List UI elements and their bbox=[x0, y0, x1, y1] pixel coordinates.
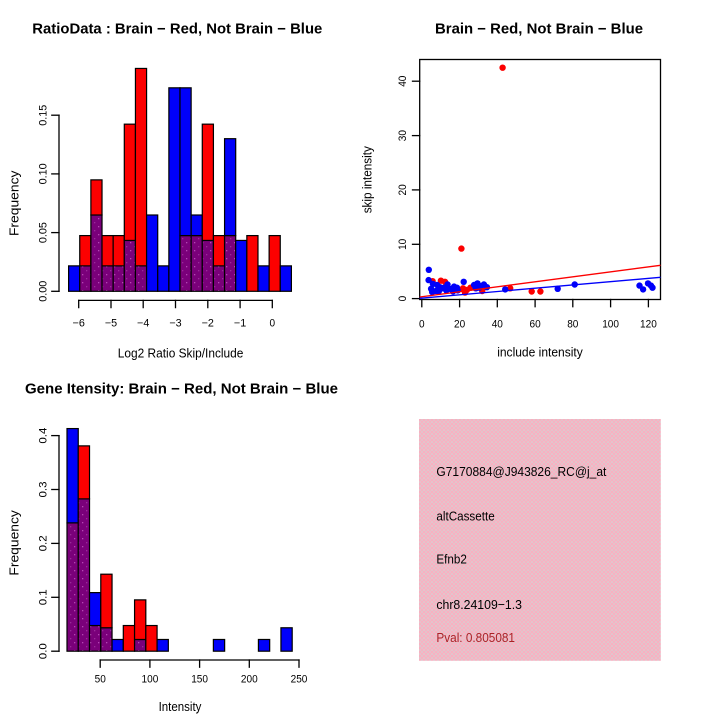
svg-text:G7170884@J943826_RC@j_at: G7170884@J943826_RC@j_at bbox=[436, 464, 606, 479]
svg-text:0.10: 0.10 bbox=[38, 163, 50, 184]
svg-text:Frequency: Frequency bbox=[6, 170, 21, 236]
svg-text:−2: −2 bbox=[202, 318, 214, 330]
svg-text:−6: −6 bbox=[73, 318, 85, 330]
svg-text:Intensity: Intensity bbox=[159, 699, 202, 714]
svg-text:0.1: 0.1 bbox=[38, 589, 50, 605]
svg-text:0.4: 0.4 bbox=[38, 427, 50, 443]
svg-text:−5: −5 bbox=[105, 318, 117, 330]
svg-text:120: 120 bbox=[640, 318, 657, 330]
svg-text:altCassette: altCassette bbox=[436, 508, 494, 523]
svg-text:0.3: 0.3 bbox=[38, 481, 50, 497]
svg-text:0.05: 0.05 bbox=[38, 222, 50, 243]
svg-text:Efnb2: Efnb2 bbox=[436, 551, 467, 566]
svg-text:Pval: 0.805081: Pval: 0.805081 bbox=[436, 630, 515, 645]
svg-text:0.0: 0.0 bbox=[38, 643, 50, 659]
svg-text:10: 10 bbox=[397, 239, 409, 250]
svg-text:20: 20 bbox=[454, 318, 465, 330]
svg-text:150: 150 bbox=[191, 674, 208, 686]
svg-text:0: 0 bbox=[270, 318, 276, 330]
svg-text:include intensity: include intensity bbox=[497, 345, 583, 360]
svg-text:0.15: 0.15 bbox=[38, 105, 50, 126]
svg-text:30: 30 bbox=[397, 130, 409, 141]
svg-text:40: 40 bbox=[492, 318, 503, 330]
svg-text:−4: −4 bbox=[137, 318, 149, 330]
svg-text:250: 250 bbox=[291, 674, 308, 686]
svg-text:80: 80 bbox=[567, 318, 578, 330]
svg-text:20: 20 bbox=[397, 184, 409, 195]
svg-text:200: 200 bbox=[241, 674, 258, 686]
svg-text:50: 50 bbox=[95, 674, 106, 686]
svg-text:Log2 Ratio Skip/Include: Log2 Ratio Skip/Include bbox=[118, 345, 244, 360]
svg-text:−1: −1 bbox=[234, 318, 246, 330]
svg-text:0: 0 bbox=[419, 318, 425, 330]
svg-text:−3: −3 bbox=[169, 318, 181, 330]
svg-text:skip intensity: skip intensity bbox=[360, 146, 375, 214]
svg-text:0.2: 0.2 bbox=[38, 535, 50, 551]
svg-text:40: 40 bbox=[397, 76, 409, 87]
svg-text:Gene Itensity: Brain − Red, No: Gene Itensity: Brain − Red, Not Brain − … bbox=[25, 382, 338, 398]
svg-text:60: 60 bbox=[530, 318, 541, 330]
svg-text:0: 0 bbox=[397, 296, 409, 302]
svg-text:Frequency: Frequency bbox=[6, 510, 21, 576]
svg-text:0.00: 0.00 bbox=[38, 281, 50, 302]
svg-text:Brain − Red, Not Brain − Blue: Brain − Red, Not Brain − Blue bbox=[435, 22, 643, 38]
svg-text:100: 100 bbox=[602, 318, 619, 330]
svg-text:100: 100 bbox=[142, 674, 159, 686]
svg-text:chr8.24109−1.3: chr8.24109−1.3 bbox=[436, 597, 522, 612]
svg-text:RatioData : Brain − Red, Not B: RatioData : Brain − Red, Not Brain − Blu… bbox=[32, 22, 322, 38]
